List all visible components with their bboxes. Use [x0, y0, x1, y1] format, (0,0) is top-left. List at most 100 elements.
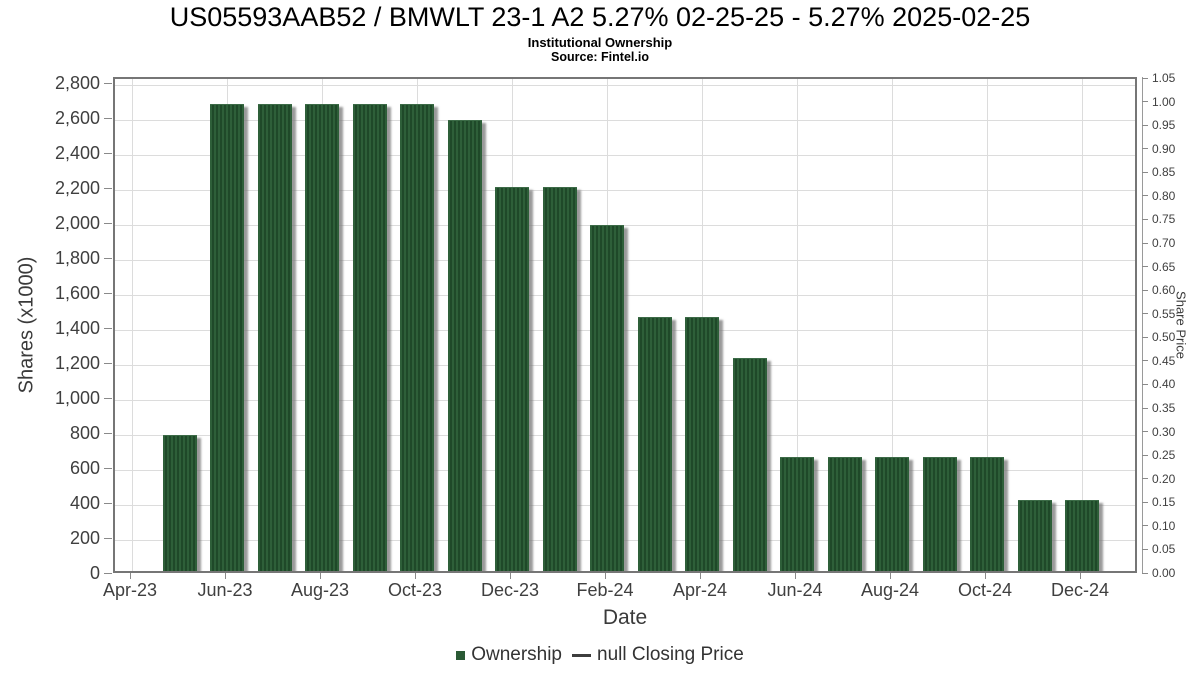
gridline-horizontal — [115, 225, 1135, 226]
chart-title: US05593AAB52 / BMWLT 23-1 A2 5.27% 02-25… — [169, 2, 1031, 32]
right-axis-tick — [1142, 195, 1148, 197]
left-axis-tick — [104, 117, 112, 119]
left-axis-tick — [104, 397, 112, 399]
bar-jul-24[interactable] — [827, 456, 862, 571]
right-axis-tick — [1142, 148, 1148, 150]
bar-sep-24[interactable] — [922, 456, 957, 571]
chart-source-label: Source: Fintel.io — [551, 50, 649, 64]
x-axis-tick-label: Dec-23 — [480, 580, 540, 600]
left-axis-tick — [104, 572, 112, 574]
right-axis-tick-label: 0.45 — [1152, 353, 1176, 368]
x-axis-tick — [414, 573, 416, 579]
bar-jun-23[interactable] — [210, 104, 244, 571]
left-axis-tick — [104, 187, 112, 189]
left-axis-tick-label: 2,800 — [54, 73, 100, 93]
legend-item-ownership[interactable]: Ownership — [456, 644, 562, 666]
gridline-horizontal — [115, 120, 1135, 121]
gridline-vertical — [132, 79, 133, 571]
right-axis-tick-label: 0.75 — [1152, 212, 1176, 227]
right-axis-tick — [1142, 336, 1148, 338]
right-axis-tick-label: 0.70 — [1152, 236, 1176, 250]
right-axis-tick-label: 1.05 — [1152, 71, 1176, 85]
right-axis-tick — [1142, 266, 1148, 268]
right-axis-tick-label: 0.90 — [1152, 141, 1176, 156]
x-axis-tick-label: Apr-23 — [102, 580, 158, 600]
right-axis-tick-label: 0.00 — [1152, 566, 1176, 580]
closing-price-line-icon — [572, 653, 592, 657]
x-axis-tick-label: Jun-24 — [767, 580, 823, 600]
right-axis-tick — [1142, 101, 1148, 103]
right-axis-tick-label: 0.65 — [1152, 259, 1176, 274]
right-axis-tick-label: 0.95 — [1152, 118, 1176, 133]
right-axis-tick — [1142, 218, 1148, 220]
bar-oct-24[interactable] — [970, 456, 1004, 571]
gridline-vertical — [1082, 79, 1083, 571]
gridline-vertical — [797, 79, 798, 571]
x-axis-tick — [129, 573, 131, 579]
right-axis-tick — [1142, 572, 1148, 574]
right-axis-tick — [1142, 313, 1148, 315]
gridline-horizontal — [115, 295, 1135, 296]
x-axis-tick-label: Oct-23 — [387, 580, 443, 600]
bar-jan-24[interactable] — [542, 186, 577, 571]
x-axis-tick — [509, 573, 511, 579]
left-axis-tick — [104, 502, 112, 504]
right-axis-tick-label: 0.80 — [1152, 188, 1176, 203]
x-axis-tick — [794, 573, 796, 579]
x-axis-tick — [224, 573, 226, 579]
x-axis-tick — [984, 573, 986, 579]
legend-item-closing-price[interactable]: null Closing Price — [572, 644, 744, 666]
bar-jul-23[interactable] — [257, 104, 292, 571]
gridline-horizontal — [115, 365, 1135, 366]
left-axis-tick-label: 800 — [69, 423, 100, 443]
gridline-horizontal — [115, 190, 1135, 191]
right-axis-tick-label: 0.40 — [1152, 377, 1176, 392]
x-axis-tick-label: Aug-23 — [290, 580, 350, 600]
left-axis-tick — [104, 362, 112, 364]
legend-label-ownership: Ownership — [471, 644, 563, 665]
bar-apr-24[interactable] — [685, 316, 719, 571]
right-axis-tick-label: 0.55 — [1152, 306, 1176, 321]
right-axis-tick — [1142, 383, 1148, 385]
right-axis-tick-label: 0.10 — [1152, 518, 1176, 533]
right-axis-tick — [1142, 454, 1148, 456]
bar-oct-23[interactable] — [400, 104, 434, 571]
right-axis-tick-label: 0.15 — [1152, 495, 1176, 510]
left-axis-tick-label: 2,200 — [54, 178, 100, 198]
right-axis-tick-label: 0.20 — [1152, 471, 1176, 486]
bar-may-24[interactable] — [732, 358, 767, 571]
gridline-horizontal — [115, 470, 1135, 471]
bar-feb-24[interactable] — [590, 225, 624, 571]
bar-aug-23[interactable] — [305, 104, 339, 571]
x-axis-tick — [319, 573, 321, 579]
left-axis-tick-label: 0 — [89, 563, 100, 583]
left-axis-tick — [104, 467, 112, 469]
bar-nov-23[interactable] — [447, 120, 482, 571]
left-axis-tick-label: 2,000 — [54, 213, 100, 233]
bar-mar-24[interactable] — [637, 316, 672, 571]
left-axis-tick-label: 200 — [69, 528, 100, 548]
x-axis-tick-label: Aug-24 — [860, 580, 920, 600]
gridline-horizontal — [115, 400, 1135, 401]
bar-sep-23[interactable] — [352, 104, 387, 571]
x-axis-tick — [699, 573, 701, 579]
gridline-horizontal — [115, 435, 1135, 436]
right-axis-tick — [1142, 501, 1148, 503]
gridline-horizontal — [115, 155, 1135, 156]
bar-jun-24[interactable] — [780, 456, 814, 571]
left-axis-tick-label: 1,000 — [54, 388, 100, 408]
bar-aug-24[interactable] — [875, 456, 909, 571]
right-axis-tick — [1142, 242, 1148, 244]
bar-dec-23[interactable] — [495, 186, 529, 571]
gridline-horizontal — [115, 260, 1135, 261]
x-axis-tick-label: Dec-24 — [1050, 580, 1110, 600]
gridline-vertical — [892, 79, 893, 571]
x-axis-tick-label: Oct-24 — [957, 580, 1013, 600]
bar-dec-24[interactable] — [1065, 499, 1099, 571]
left-axis-tick-label: 2,600 — [54, 108, 100, 128]
gridline-horizontal — [115, 540, 1135, 541]
bar-nov-24[interactable] — [1017, 499, 1052, 571]
bar-may-23[interactable] — [162, 435, 197, 571]
x-axis-tick — [604, 573, 606, 579]
left-axis-tick — [104, 257, 112, 259]
